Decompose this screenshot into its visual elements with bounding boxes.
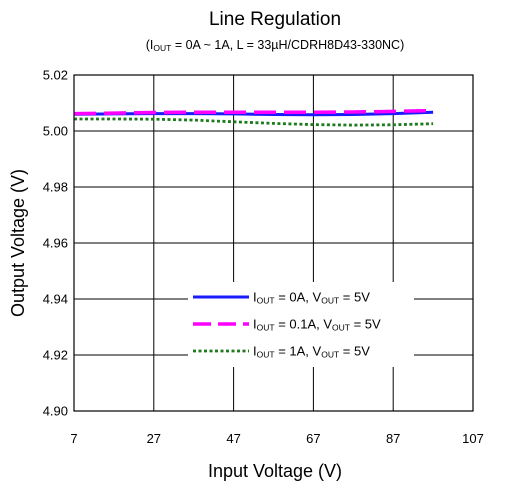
x-tick-labels: 7 27 47 67 87 107: [70, 431, 483, 446]
y-tick-label: 4.94: [43, 292, 68, 307]
y-tick-label: 4.90: [43, 404, 68, 419]
x-tick-label: 47: [226, 431, 240, 446]
subtitle-suffix: = 0A ~ 1A, L = 33µH/CDRH8D43-330NC): [171, 38, 404, 52]
series-line-1: [73, 110, 434, 117]
y-tick-labels: 4.90 4.92 4.94 4.96 4.98 5.00 5.02: [43, 68, 68, 419]
x-axis-label: Input Voltage (V): [208, 461, 342, 481]
legend: IOUT = 0A, VOUT = 5V IOUT = 0.1A, VOUT = …: [188, 282, 414, 367]
x-tick-label: 107: [462, 431, 484, 446]
series-layer: [73, 108, 434, 127]
x-tick-label: 7: [70, 431, 77, 446]
chart-subtitle: (IOUT = 0A ~ 1A, L = 33µH/CDRH8D43-330NC…: [146, 38, 405, 53]
y-tick-label: 5.02: [43, 68, 68, 83]
legend-label-2: IOUT = 0.1A, VOUT = 5V: [253, 317, 381, 333]
legend-label-1: IOUT = 0A, VOUT = 5V: [253, 290, 370, 306]
y-tick-label: 4.98: [43, 180, 68, 195]
subtitle-subscript: OUT: [153, 43, 171, 53]
subtitle-prefix: (I: [146, 38, 154, 52]
x-tick-label: 87: [386, 431, 400, 446]
x-tick-label: 27: [147, 431, 161, 446]
series-line-3: [74, 117, 434, 127]
plot-frame: [73, 74, 474, 412]
x-tick-label: 67: [306, 431, 320, 446]
legend-label-3: IOUT = 1A, VOUT = 5V: [253, 344, 370, 360]
y-tick-label: 5.00: [43, 124, 68, 139]
y-tick-label: 4.96: [43, 236, 68, 251]
chart-title: Line Regulation: [209, 9, 341, 30]
y-tick-label: 4.92: [43, 348, 68, 363]
y-axis-label: Output Voltage (V): [8, 169, 28, 317]
